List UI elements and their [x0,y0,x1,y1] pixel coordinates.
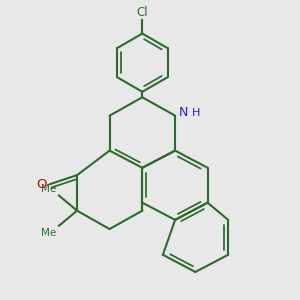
Text: Cl: Cl [136,6,148,19]
Text: O: O [36,178,46,191]
Text: Me: Me [41,184,56,194]
Text: N: N [179,106,188,119]
Text: Me: Me [41,227,56,238]
Text: H: H [192,108,200,118]
